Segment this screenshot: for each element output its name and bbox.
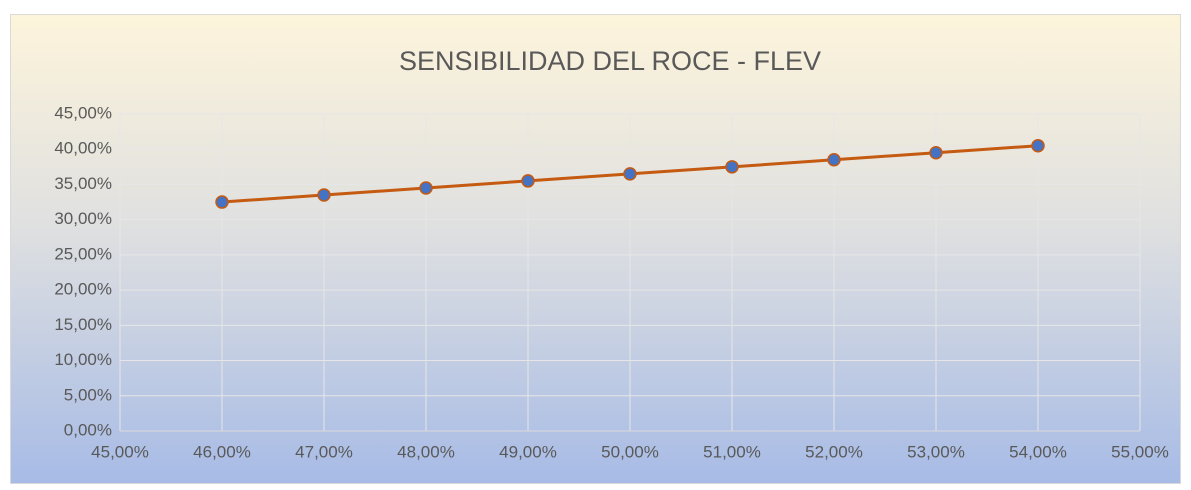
x-tick-label: 50,00% xyxy=(601,442,659,461)
marker xyxy=(521,174,535,188)
x-tick-label: 45,00% xyxy=(91,442,149,461)
marker xyxy=(623,167,637,181)
y-tick-label: 20,00% xyxy=(54,280,112,299)
y-tick-label: 10,00% xyxy=(54,350,112,369)
y-tick-label: 0,00% xyxy=(64,420,112,439)
marker xyxy=(725,160,739,174)
x-tick-label: 47,00% xyxy=(295,442,353,461)
y-tick-label: 30,00% xyxy=(54,209,112,228)
y-tick-label: 40,00% xyxy=(54,139,112,158)
marker xyxy=(419,181,433,195)
y-tick-label: 45,00% xyxy=(54,103,112,122)
y-tick-label: 25,00% xyxy=(54,244,112,263)
chart-title: SENSIBILIDAD DEL ROCE - FLEV xyxy=(399,46,821,76)
x-tick-label: 55,00% xyxy=(1111,442,1169,461)
y-tick-label: 15,00% xyxy=(54,315,112,334)
x-tick-label: 48,00% xyxy=(397,442,455,461)
marker xyxy=(929,145,943,160)
chart-background xyxy=(10,14,1181,484)
x-tick-label: 46,00% xyxy=(193,442,251,461)
marker xyxy=(215,195,229,209)
y-tick-label: 5,00% xyxy=(64,385,112,404)
y-tick-label: 35,00% xyxy=(54,174,112,193)
marker xyxy=(827,153,841,167)
x-tick-label: 52,00% xyxy=(805,442,863,461)
x-tick-label: 54,00% xyxy=(1009,442,1067,461)
x-tick-label: 53,00% xyxy=(907,442,965,461)
x-tick-label: 49,00% xyxy=(499,442,557,461)
marker xyxy=(317,188,331,202)
marker xyxy=(1031,138,1045,153)
x-tick-label: 51,00% xyxy=(703,442,761,461)
